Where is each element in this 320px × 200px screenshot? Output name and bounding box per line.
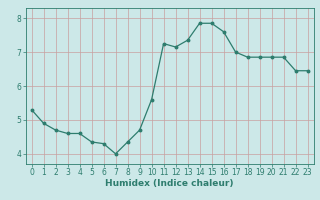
X-axis label: Humidex (Indice chaleur): Humidex (Indice chaleur): [105, 179, 234, 188]
